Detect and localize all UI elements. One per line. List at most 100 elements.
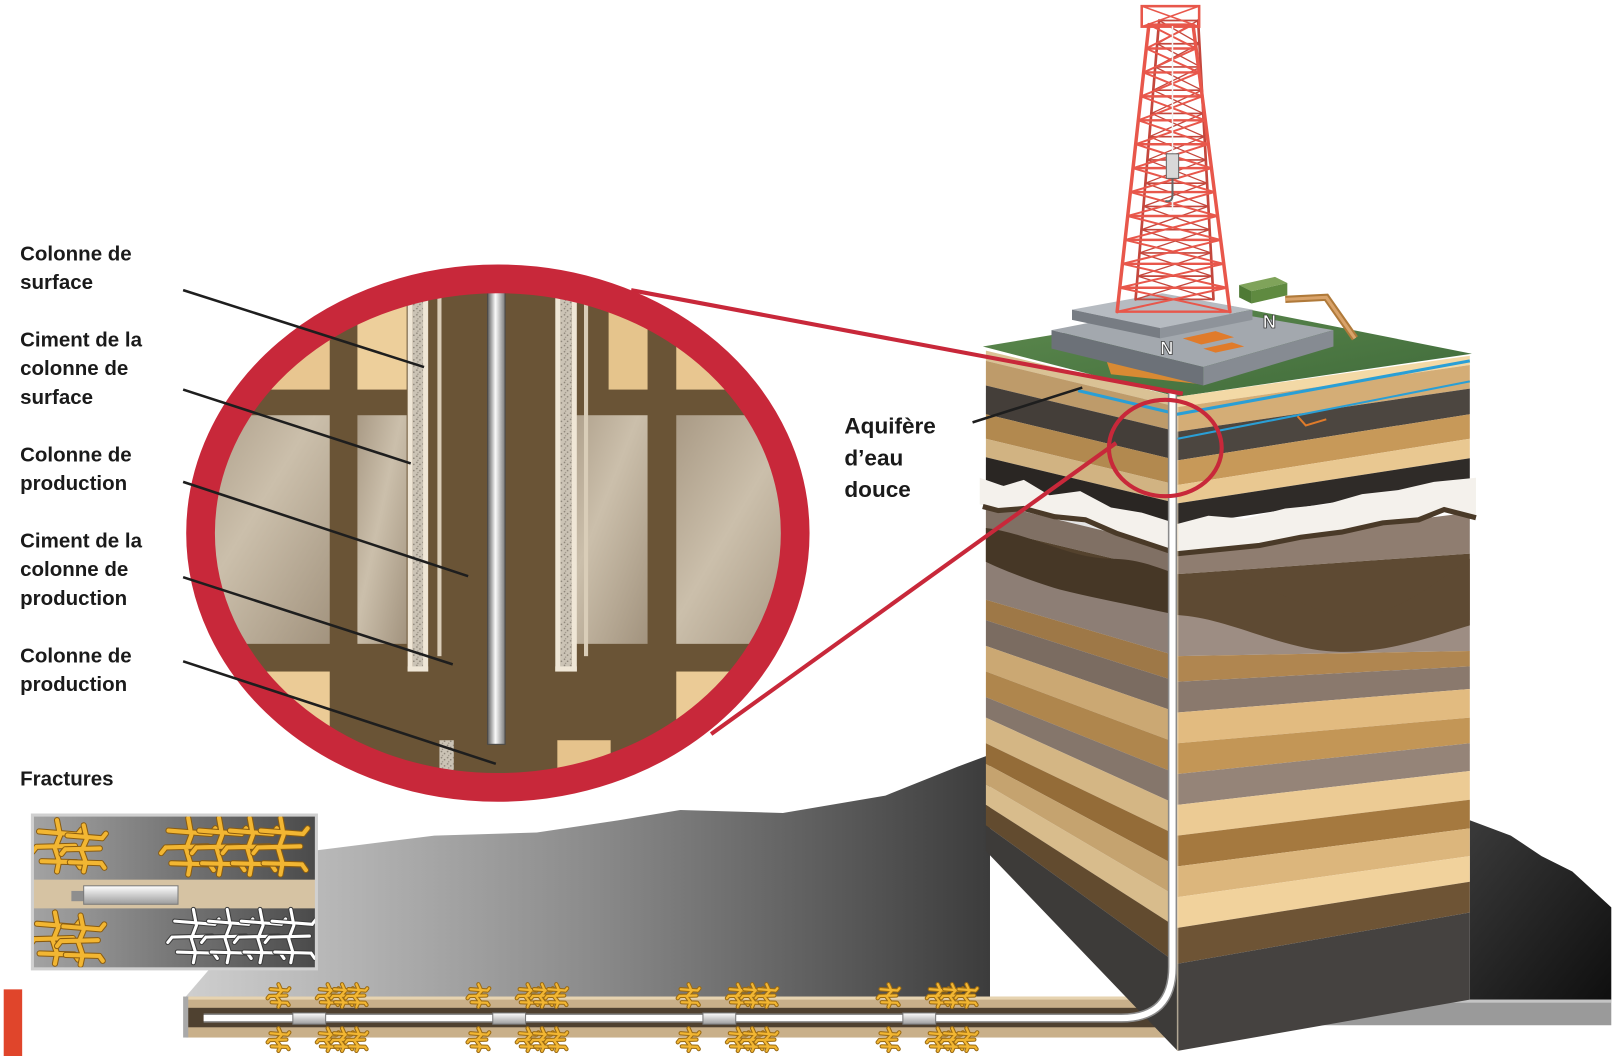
aquifer-line-lower [1177, 380, 1471, 440]
label-surface-casing-cement: Ciment de la colonne de surface [20, 329, 148, 409]
rock-layer-left-face [985, 645, 1178, 744]
rock-layer-right-face [1177, 856, 1470, 928]
fracture [544, 1027, 569, 1053]
leader-production-casing [182, 480, 469, 578]
travelling-block [1165, 153, 1180, 179]
casing-cap [407, 666, 429, 672]
derrick-diagonal [1142, 47, 1198, 74]
pad-slab-right [1203, 330, 1334, 386]
fracture [59, 823, 108, 874]
label-line: colonne de [20, 558, 128, 581]
derrick-diagonal [1148, 136, 1207, 161]
fracture [754, 983, 779, 1008]
rig-floor-left [1072, 309, 1161, 339]
rock-layer-left-face [985, 502, 1178, 575]
label-line: d’eau [844, 445, 903, 470]
fracture [954, 1027, 979, 1053]
derrick-diagonal [1152, 89, 1204, 115]
crown-block [1140, 4, 1201, 28]
derrick-diagonal [1150, 89, 1203, 115]
rock-layer-left-face [985, 561, 1178, 657]
wellbore [203, 392, 1178, 1054]
fracture [266, 983, 291, 1008]
fracture [263, 907, 317, 965]
slide-accent-bar [3, 989, 23, 1056]
fracture [32, 910, 82, 966]
derrick-diagonal [1121, 262, 1228, 289]
label-line: production [20, 673, 127, 696]
pad-slab-left [1051, 330, 1204, 386]
inset-fractures [32, 815, 317, 968]
rock-layer-left-face [985, 671, 1178, 775]
label-surface-casing: Colonne de surface [20, 242, 137, 294]
rock-layer-right-face [1177, 438, 1470, 504]
aquifer-line [1077, 359, 1471, 416]
leader-production-casing-cement [182, 575, 454, 666]
label-line: Colonne de [20, 443, 132, 466]
ground-shadow-right [1469, 820, 1612, 1000]
fault-edge [982, 503, 1477, 557]
rock-layer-left-face [985, 599, 1178, 682]
fracture [466, 1027, 491, 1053]
rock-layer-left-face [985, 414, 1178, 485]
connector-line-upper [630, 288, 1184, 396]
fracture [876, 983, 901, 1008]
label-production-casing-cement: Ciment de la colonne de production [20, 529, 148, 609]
orange-mat [1182, 331, 1235, 345]
label-line: douce [844, 477, 910, 502]
label-line: Ciment de la [20, 329, 142, 352]
rock-layer-right-face [1177, 912, 1470, 1051]
rock-layer-left-face [985, 763, 1178, 898]
rock-layer-left-face [985, 804, 1178, 964]
derrick-diagonal [1139, 71, 1201, 98]
upper-rock-layers [985, 350, 1470, 526]
rock-layer-left-face [985, 717, 1178, 836]
rock-layer-left-face [985, 743, 1178, 867]
platform-marking: N [1160, 338, 1173, 359]
surface-marking [1296, 415, 1327, 427]
casing-cement [560, 297, 572, 672]
rock-layer-right-face [1177, 651, 1470, 682]
leader-surface-casing [182, 288, 425, 369]
fracture [32, 818, 84, 874]
fracture [676, 1027, 701, 1053]
hook-icon [1165, 178, 1174, 203]
rock-layer-left-face [985, 620, 1178, 713]
fracture [251, 816, 310, 877]
label-line: surface [20, 386, 93, 409]
derrick-diagonal [1144, 182, 1210, 208]
casing-wall [423, 297, 429, 672]
connector-line-lower [709, 441, 1118, 736]
magnifier-ring [186, 264, 810, 802]
derrick-diagonal [1145, 23, 1194, 50]
surface-casing-left [407, 297, 442, 672]
rock-layer-left-face [985, 697, 1178, 805]
fractures-inset [30, 813, 318, 971]
casing-cap [555, 666, 577, 672]
label-line: Colonne de [20, 644, 132, 667]
derrick-diagonal [1124, 238, 1225, 265]
derrick-diagonal [1150, 112, 1206, 138]
rock-layer-right-face [1177, 355, 1470, 408]
fracture [54, 913, 107, 967]
platform-marking: N [1263, 311, 1276, 332]
perforating-guns [292, 1012, 937, 1025]
rock-layer-right-face [1177, 717, 1470, 775]
casing-inner-line [583, 297, 589, 657]
derrick-diagonal [1129, 191, 1219, 217]
fracture [266, 1027, 291, 1053]
wavy-shale-layer-left [985, 528, 1178, 616]
inset-frame [30, 813, 318, 971]
casing-cement [412, 297, 424, 672]
rock-layer-right-face [1177, 881, 1470, 964]
fracture [676, 983, 701, 1008]
surface-casing-right [555, 297, 589, 672]
site-building-top [1239, 276, 1288, 292]
derrick-diagonal [1118, 286, 1231, 313]
rock-layer-right-face [1177, 458, 1470, 526]
label-line: Aquifère [844, 414, 935, 439]
perforating-gun [702, 1012, 737, 1025]
label-line: Ciment de la [20, 529, 142, 552]
rock-layer-right-face [1177, 688, 1470, 744]
